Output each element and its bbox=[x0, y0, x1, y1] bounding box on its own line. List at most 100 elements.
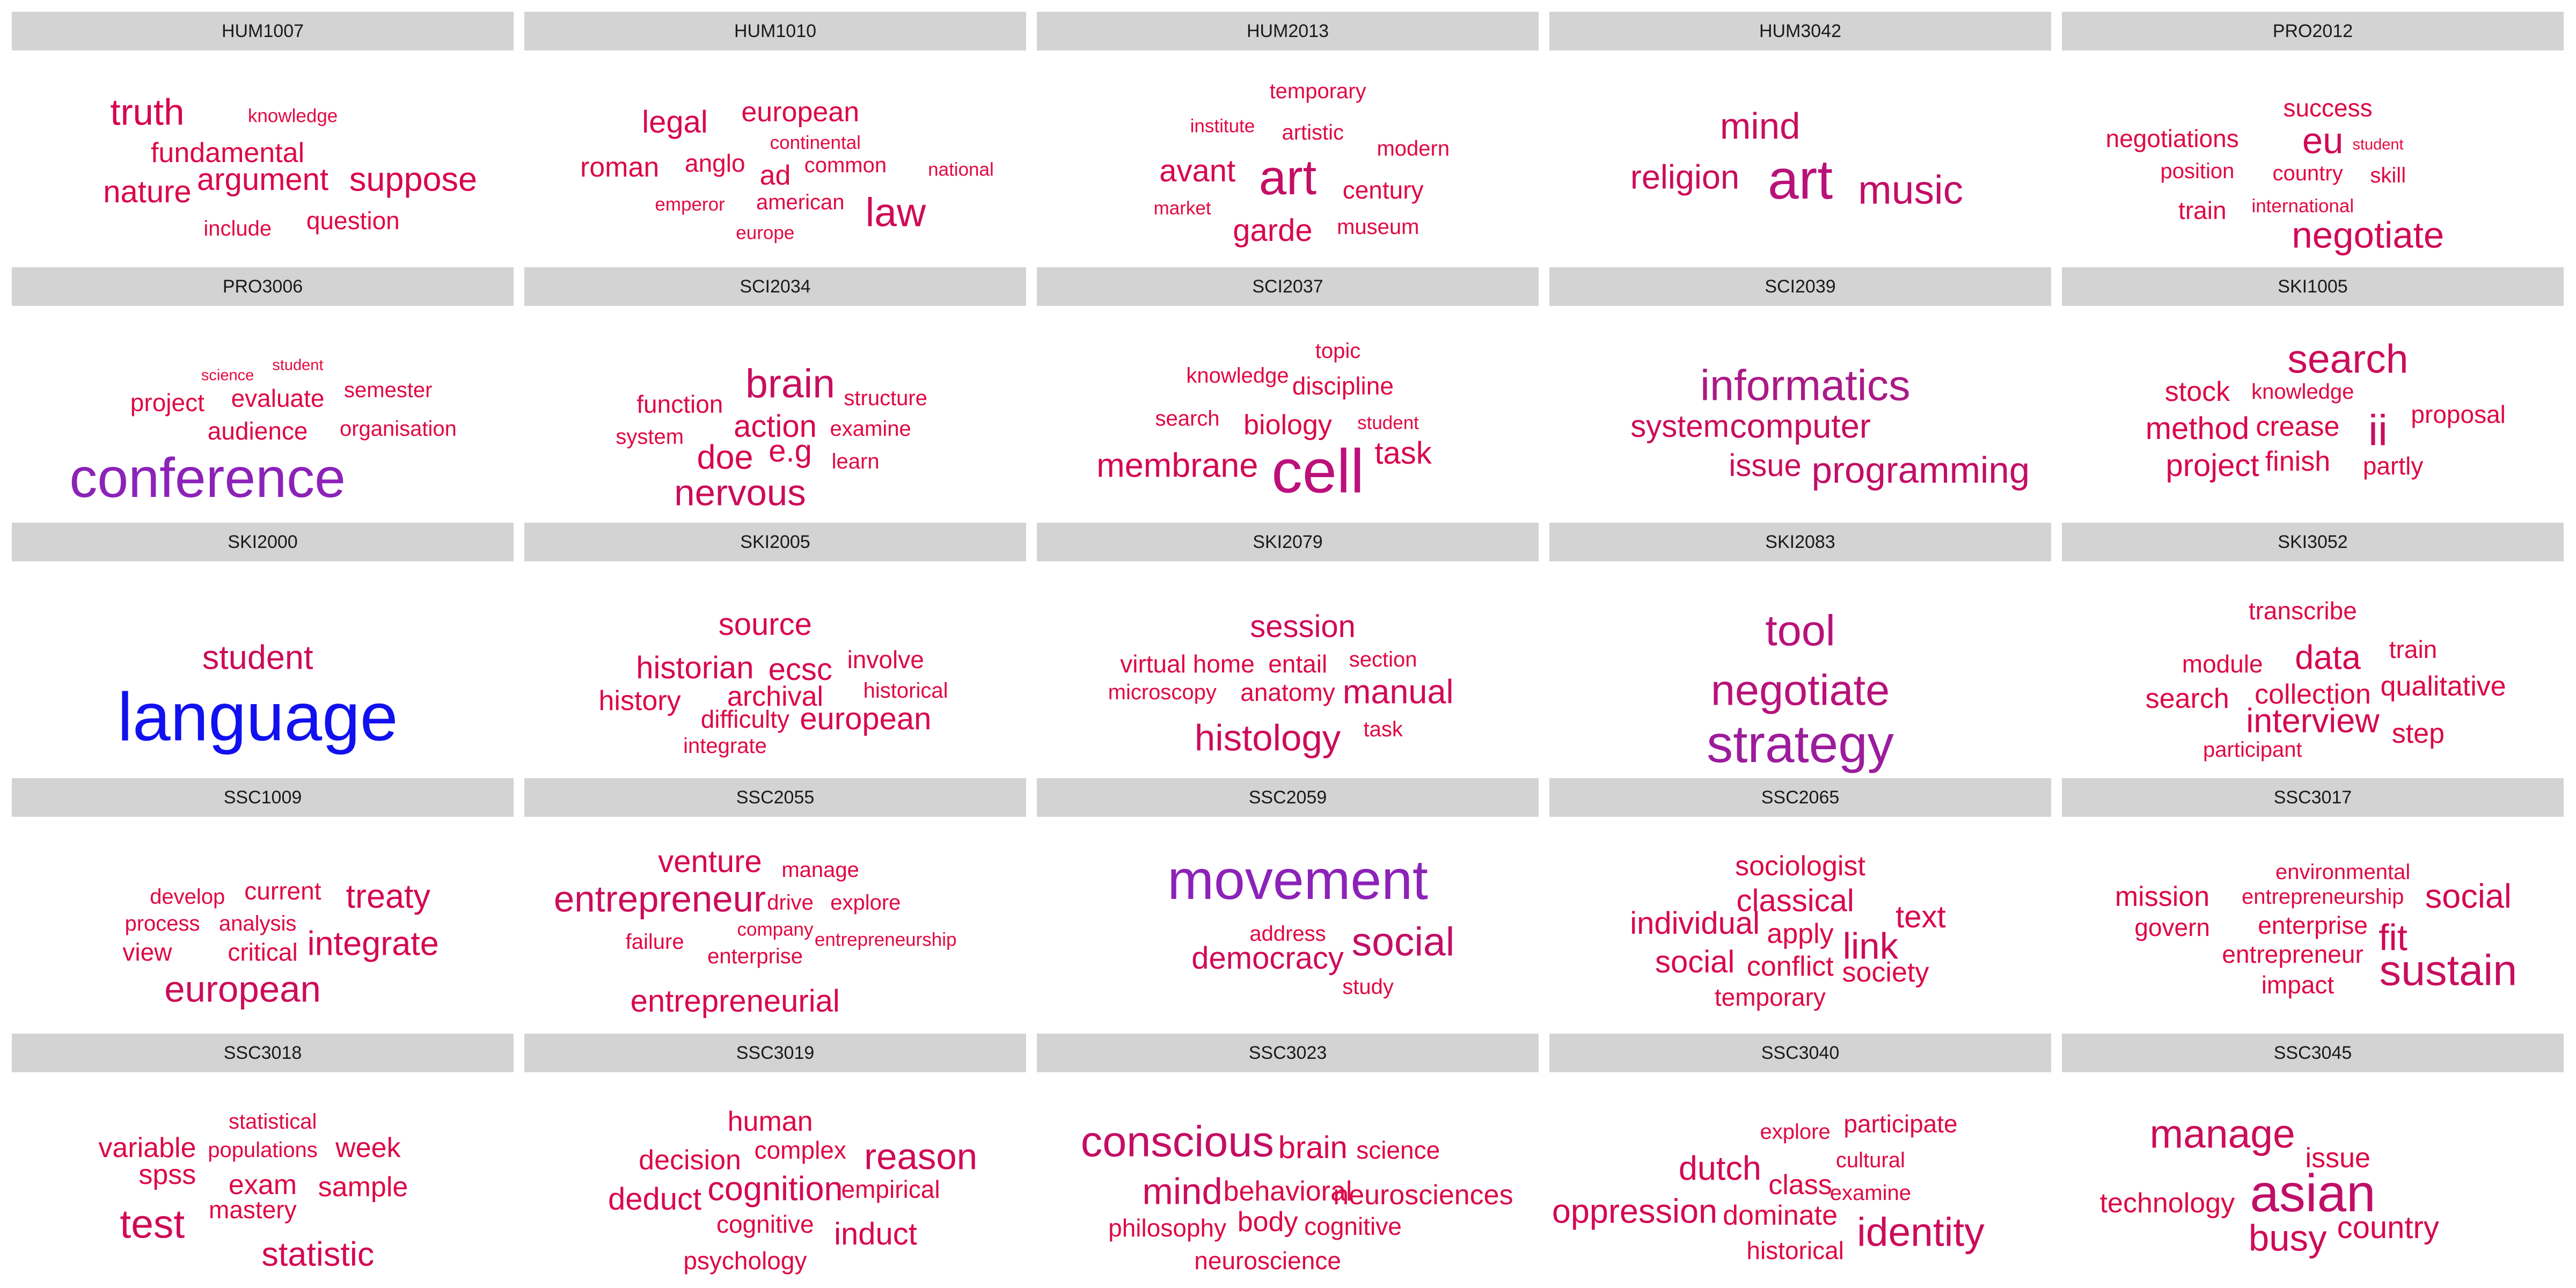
word-cloud: sociologist classical individual apply text l… bbox=[1549, 817, 2051, 1022]
word-cloud: human complex reason decision cognition empir… bbox=[524, 1072, 1026, 1277]
facet-strip-label: SSC2065 bbox=[1549, 778, 2051, 817]
facet-panel: SKI1005 search stock knowledge method crease i… bbox=[2062, 267, 2564, 511]
cloud-word: historian bbox=[636, 650, 754, 685]
cloud-word: mind bbox=[1719, 105, 1801, 147]
cloud-word: entrepreneur bbox=[2222, 940, 2363, 968]
facet-panel: SSC3019 human complex reason decision cogniti… bbox=[524, 1034, 1026, 1277]
facet-panel: SSC1009 develop current treaty process analys… bbox=[12, 778, 514, 1022]
cloud-word: examine bbox=[830, 417, 911, 441]
cloud-word: statistic bbox=[261, 1235, 375, 1274]
facet-strip-label: SCI2037 bbox=[1037, 267, 1539, 306]
cloud-word: ii bbox=[2368, 406, 2388, 455]
cloud-word: law bbox=[865, 189, 926, 235]
cloud-word: explore bbox=[830, 891, 901, 915]
cloud-word: european bbox=[741, 96, 860, 128]
cloud-word: brain bbox=[745, 361, 835, 406]
word-cloud: explore participate cultural dutch class exam… bbox=[1549, 1072, 2051, 1277]
cloud-word: search bbox=[2287, 336, 2409, 382]
cloud-word: issue bbox=[1729, 448, 1802, 483]
word-cloud: environmental mission entrepreneurship soci… bbox=[2062, 817, 2564, 1022]
cloud-word: science bbox=[201, 367, 254, 384]
cloud-word: explore bbox=[1760, 1119, 1831, 1144]
cloud-word: topic bbox=[1315, 339, 1361, 363]
facet-panel: HUM2013 temporary institute artistic modern a… bbox=[1037, 12, 1539, 255]
cloud-word: student bbox=[272, 356, 324, 374]
cloud-word: govern bbox=[2134, 913, 2211, 942]
facet-panel: SCI2034 brain function structure action exami… bbox=[524, 267, 1026, 511]
cloud-word: histology bbox=[1194, 717, 1341, 759]
cloud-word: temporary bbox=[1714, 983, 1826, 1012]
cloud-word: link bbox=[1842, 925, 1899, 967]
cloud-word: examine bbox=[1829, 1181, 1911, 1205]
cloud-word: computer bbox=[1730, 407, 1871, 445]
cloud-word: oppression bbox=[1552, 1192, 1718, 1231]
cloud-word: class bbox=[1768, 1169, 1832, 1201]
cloud-word: strategy bbox=[1707, 714, 1894, 773]
cloud-word: proposal bbox=[2411, 400, 2506, 429]
cloud-word: european bbox=[164, 968, 321, 1010]
cloud-word: train bbox=[2178, 196, 2227, 224]
cloud-word: europe bbox=[736, 222, 795, 244]
cloud-word: knowledge bbox=[1186, 363, 1289, 387]
word-cloud: success negotiations eu student position coun… bbox=[2062, 50, 2564, 255]
cloud-word: exam bbox=[228, 1169, 297, 1201]
facet-strip-label: SKI3052 bbox=[2062, 523, 2564, 561]
cloud-word: suppose bbox=[349, 160, 478, 199]
cloud-word: country bbox=[2272, 162, 2343, 186]
cloud-word: social bbox=[1351, 919, 1455, 964]
cloud-word: deduct bbox=[608, 1181, 702, 1217]
cloud-word: entrepreneurship bbox=[2241, 884, 2404, 909]
facet-panel: PRO2012 success negotiations eu student posit… bbox=[2062, 12, 2564, 255]
cloud-word: position bbox=[2160, 159, 2235, 184]
cloud-word: statistical bbox=[228, 1109, 317, 1133]
cloud-word: decision bbox=[639, 1145, 741, 1176]
cloud-word: search bbox=[2145, 683, 2229, 714]
facet-panel: SSC2065 sociologist classical individual app… bbox=[1549, 778, 2051, 1022]
facet-strip-label: SKI2083 bbox=[1549, 523, 2051, 561]
cloud-word: entrepreneurial bbox=[630, 983, 840, 1019]
cloud-word: continental bbox=[770, 132, 861, 153]
cloud-word: sociologist bbox=[1735, 850, 1865, 882]
word-cloud: science student semester project evaluate aud… bbox=[12, 306, 514, 511]
cloud-word: body bbox=[1237, 1206, 1298, 1238]
cloud-word: text bbox=[1896, 899, 1946, 935]
cloud-word: art bbox=[1767, 148, 1833, 211]
cloud-word: common bbox=[804, 153, 887, 177]
cloud-word: task bbox=[1374, 436, 1432, 471]
cloud-word: doe bbox=[697, 438, 753, 477]
cloud-word: evaluate bbox=[231, 384, 325, 412]
cloud-word: conscious bbox=[1080, 1117, 1274, 1166]
cloud-word: audience bbox=[207, 417, 308, 445]
cloud-word: nervous bbox=[674, 472, 806, 514]
word-cloud: transcribe module data train collection quali… bbox=[2062, 561, 2564, 766]
cloud-word: qualitative bbox=[2380, 671, 2506, 702]
cloud-word: institute bbox=[1190, 115, 1255, 137]
cloud-word: complex bbox=[754, 1136, 846, 1165]
facet-panel: SKI2079 session virtual home entail section m… bbox=[1037, 523, 1539, 766]
cloud-word: question bbox=[306, 207, 400, 235]
cloud-word: organisation bbox=[339, 417, 457, 441]
word-cloud: student language bbox=[12, 561, 514, 766]
cloud-word: busy bbox=[2248, 1217, 2327, 1259]
facet-panel: PRO3006 science student semester project eval… bbox=[12, 267, 514, 511]
cloud-word: integrate bbox=[307, 925, 439, 963]
cloud-word: movement bbox=[1167, 849, 1428, 912]
cloud-word: national bbox=[928, 159, 994, 180]
cloud-word: data bbox=[2295, 639, 2361, 677]
facet-strip-label: HUM1007 bbox=[12, 12, 514, 50]
word-cloud: mind religion art music bbox=[1549, 50, 2051, 255]
cloud-word: test bbox=[120, 1201, 185, 1247]
cloud-word: fundamental bbox=[150, 137, 305, 169]
cloud-word: dutch bbox=[1678, 1150, 1761, 1188]
cloud-word: conflict bbox=[1746, 950, 1834, 982]
cloud-word: argument bbox=[196, 162, 329, 197]
facet-strip-label: SSC3040 bbox=[1549, 1034, 2051, 1072]
cloud-word: individual bbox=[1630, 905, 1760, 941]
cloud-word: cognitive bbox=[1304, 1212, 1402, 1240]
cloud-word: psychology bbox=[683, 1247, 807, 1275]
cloud-word: critical bbox=[228, 938, 298, 967]
cloud-word: action bbox=[734, 409, 817, 444]
cloud-word: student bbox=[1357, 412, 1419, 434]
cloud-word: historical bbox=[1746, 1236, 1844, 1265]
